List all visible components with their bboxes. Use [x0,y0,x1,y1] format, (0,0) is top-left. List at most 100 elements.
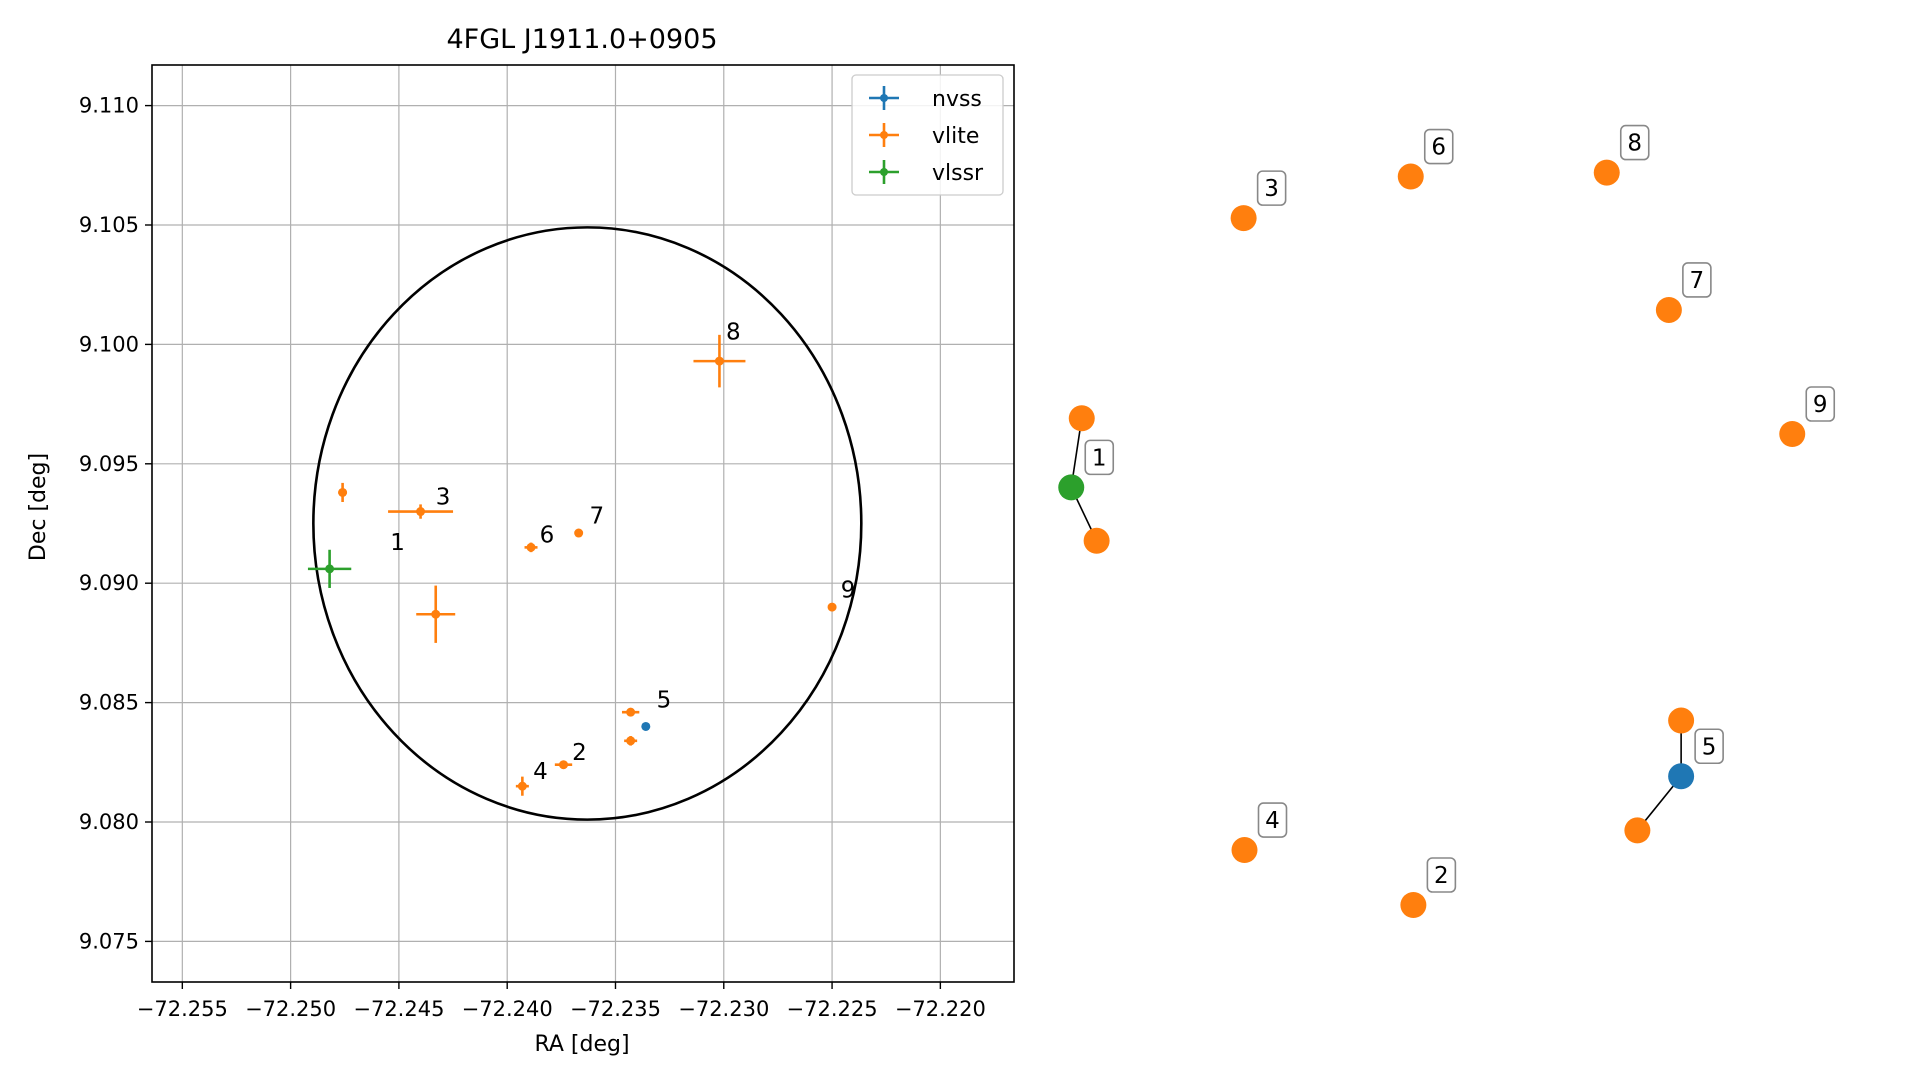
graph-node [1230,205,1257,232]
point-marker [431,609,441,619]
graph-label-box [1423,128,1454,165]
x-axis-ticks: −72.255 −72.250 −72.245 −72.240 −72.235 −72.2… [137,982,986,1021]
graph-label-text: 4 [1265,808,1280,834]
series-layer [307,334,837,796]
graph-label-box [1084,439,1115,476]
y-axis-label: Dec [deg] [26,453,51,561]
legend-swatch-marker [880,94,888,102]
graph-node [1231,837,1258,864]
graph-label-box [1256,170,1287,206]
graph-label-text: 3 [1264,176,1279,202]
graph-label-box [1682,262,1712,298]
annotation-layer: 1 2 3 4 5 6 7 8 9 [390,320,855,785]
legend-label: vlite [932,124,979,149]
legend-swatch-marker [880,168,888,176]
point-marker [626,707,636,717]
graph-label-2: 2 [1426,857,1457,893]
point-marker [416,507,426,517]
x-tick-label: −72.245 [353,997,444,1021]
graph-label-text: 6 [1431,135,1446,161]
network-graph: 1 3 6 8 7 9 5 4 2 [1058,124,1836,918]
data-point [554,760,573,770]
point-label-7: 7 [589,504,604,530]
data-point [524,542,538,553]
series-vlite [338,334,837,796]
graph-node [1083,527,1110,554]
point-label-2: 2 [572,740,587,766]
legend-label: vlssr [932,161,984,186]
legend-box [851,74,1004,196]
point-marker [626,736,636,746]
graph-label-text: 1 [1092,445,1107,471]
point-label-9: 9 [841,578,856,604]
point-marker [325,564,335,574]
point-marker [559,760,569,770]
legend-label: nvss [932,87,982,112]
graph-node [1779,421,1806,447]
graph-node [1068,405,1095,432]
graph-label-8: 8 [1619,124,1650,161]
legend-swatch-marker [880,131,888,139]
x-tick-label: −72.225 [787,997,878,1021]
graph-label-6: 6 [1423,128,1454,165]
graph-node [1058,474,1085,501]
data-point [827,602,837,612]
point-label-8: 8 [726,320,741,346]
error-ellipse [312,226,863,821]
data-point [307,549,352,588]
graph-label-4: 4 [1257,802,1288,838]
graph-node [1668,763,1695,790]
point-marker [641,721,651,731]
y-tick-label: 9.075 [79,929,139,953]
graph-label-text: 9 [1813,392,1828,418]
plot-frame [151,64,1015,983]
y-tick-label: 9.105 [79,213,139,237]
legend-entry-vlite: vlite [869,123,979,149]
graph-node [1400,892,1427,918]
point-label-4: 4 [533,759,548,785]
data-point [338,482,348,503]
x-tick-label: −72.240 [462,997,553,1021]
graph-label-5: 5 [1694,728,1724,765]
legend-entry-vlssr: vlssr [869,160,984,186]
node-layer [1058,159,1806,918]
data-point [693,334,746,388]
graph-label-box [1426,857,1457,893]
graph-label-7: 7 [1682,262,1712,298]
data-point [388,504,454,519]
graph-label-text: 7 [1690,268,1705,294]
point-marker [517,781,527,791]
graph-label-text: 5 [1702,734,1717,760]
node-label-layer: 1 3 6 8 7 9 5 4 2 [1084,124,1836,893]
y-axis-ticks: 9.075 9.080 9.085 9.090 9.095 9.100 9.105 9.110 [79,94,152,953]
error-ellipse-layer [312,226,863,821]
point-marker [827,602,837,612]
point-marker [714,356,724,366]
graph-label-3: 3 [1256,170,1287,206]
point-marker [338,487,348,497]
y-tick-label: 9.110 [79,94,139,118]
graph-node [1624,817,1651,844]
x-axis-label: RA [deg] [534,1032,629,1057]
graph-node [1397,163,1424,190]
series-vlssr [307,549,352,588]
graph-label-box [1694,728,1724,765]
data-point [416,585,456,643]
graph-label-box [1619,124,1650,161]
x-tick-label: −72.230 [678,997,769,1021]
legend: nvss vlite vlssr [851,74,1004,196]
y-tick-label: 9.085 [79,691,139,715]
graph-label-text: 2 [1434,863,1449,889]
x-tick-label: −72.235 [570,997,661,1021]
y-tick-label: 9.080 [79,810,139,834]
point-label-3: 3 [436,484,451,510]
data-point [574,528,584,538]
point-marker [574,528,584,538]
y-tick-label: 9.090 [79,571,139,595]
point-label-5: 5 [657,687,672,713]
graph-node [1593,159,1620,186]
graph-label-9: 9 [1805,386,1836,422]
y-tick-label: 9.100 [79,332,139,356]
data-point [641,721,651,731]
